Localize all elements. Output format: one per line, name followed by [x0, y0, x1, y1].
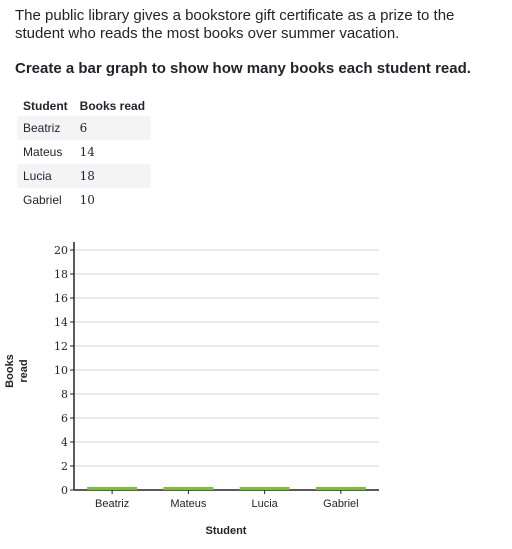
- student-name: Lucia: [17, 164, 74, 188]
- y-tick-label: 0: [61, 484, 68, 497]
- instruction-text: Create a bar graph to show how many book…: [15, 60, 471, 77]
- problem-text: The public library gives a bookstore gif…: [15, 7, 455, 42]
- bar: [87, 487, 138, 490]
- x-tick-label: Lucia: [251, 498, 278, 510]
- x-tick-label: Gabriel: [323, 498, 358, 510]
- table-row: Beatriz 6: [17, 116, 152, 140]
- bar: [315, 487, 366, 490]
- table-row: Lucia 18: [17, 164, 152, 188]
- student-name: Beatriz: [17, 116, 74, 140]
- table-header-row: Student Books read: [17, 96, 151, 116]
- books-table: Student Books read Beatriz 6 Mateus 14 L…: [17, 96, 152, 212]
- student-name: Mateus: [23, 145, 63, 159]
- y-axis-label: Books read: [4, 354, 30, 388]
- bar: [239, 487, 290, 490]
- y-tick-label: 6: [61, 412, 68, 425]
- y-tick-label: 4: [61, 436, 68, 449]
- books-count: 6: [73, 116, 152, 140]
- y-tick-label: 16: [54, 292, 68, 305]
- y-tick-label: 14: [54, 316, 68, 329]
- bar: [163, 487, 214, 490]
- books-count: 18: [73, 164, 152, 188]
- books-count: 14: [79, 145, 95, 159]
- table-row: Gabriel 10: [17, 188, 151, 212]
- x-tick-label: Beatriz: [95, 498, 129, 510]
- header-student: Student: [23, 99, 68, 113]
- books-count: 10: [79, 193, 95, 207]
- x-tick-label: Mateus: [170, 498, 207, 510]
- y-tick-label: 10: [54, 364, 68, 377]
- y-tick-label: 12: [54, 340, 68, 353]
- y-tick-label: 8: [61, 388, 68, 401]
- table-row: Mateus 14: [17, 140, 151, 164]
- x-axis-label: Student: [205, 525, 247, 537]
- y-tick-label: 20: [54, 244, 68, 257]
- header-books-read: Books read: [79, 99, 146, 113]
- y-tick-label: 2: [61, 460, 68, 473]
- student-name: Gabriel: [23, 193, 62, 207]
- y-tick-label: 18: [54, 268, 68, 281]
